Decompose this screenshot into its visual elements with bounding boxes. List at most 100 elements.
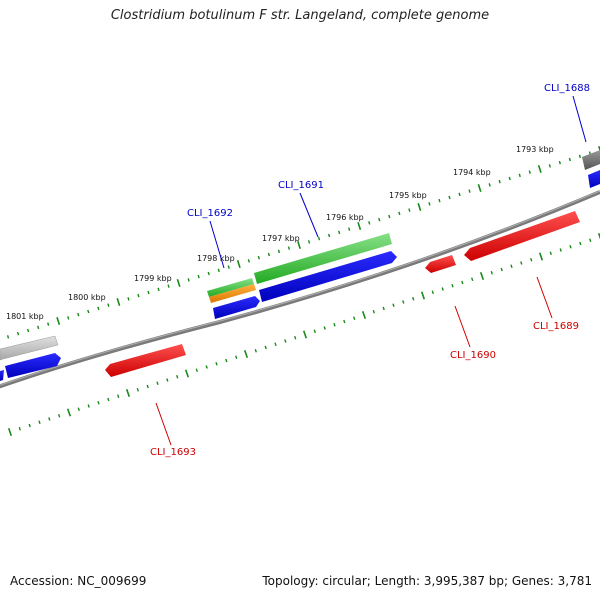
outer-tick: [107, 303, 110, 307]
gene-cds-1688[interactable]: [588, 170, 600, 188]
genome-backbone-highlight: [0, 190, 600, 386]
inner-tick: [382, 306, 385, 311]
outer-tick: [56, 316, 61, 326]
gene-feature-gray-left[interactable]: [0, 335, 59, 361]
inner-tick: [166, 378, 169, 382]
inner-tick: [254, 348, 257, 353]
gene-cds-1689[interactable]: [464, 211, 580, 261]
outer-tick: [408, 208, 411, 212]
inner-tick: [184, 369, 190, 378]
outer-tick: [67, 316, 70, 320]
gene-label-1691[interactable]: CLI_1691: [278, 180, 324, 191]
inner-tick: [589, 238, 592, 243]
kbp-label-1796: 1796 kbp: [326, 213, 364, 222]
outer-tick: [438, 198, 441, 203]
inner-tick: [146, 384, 149, 389]
gene-feature-dark-1688[interactable]: [582, 150, 600, 170]
gene-feature-orange-1692[interactable]: [209, 284, 256, 303]
inner-tick: [530, 257, 533, 262]
inner-tick-row: [7, 232, 600, 437]
inner-tick: [28, 423, 31, 428]
outer-tick: [357, 221, 362, 231]
inner-tick: [215, 361, 218, 366]
outer-tick: [227, 265, 230, 269]
inner-tick: [361, 310, 367, 320]
inner-tick: [479, 271, 485, 281]
inner-tick: [294, 335, 297, 340]
outer-tick: [87, 309, 90, 314]
inner-tick: [176, 374, 179, 379]
gene-feature-green-1692[interactable]: [207, 278, 254, 297]
leader-line-1692: [209, 220, 225, 269]
outer-tick: [458, 192, 461, 197]
inner-tick: [549, 251, 552, 256]
inner-tick: [58, 413, 61, 418]
gene-cds-1690[interactable]: [425, 255, 456, 273]
outer-tick: [518, 173, 521, 178]
inner-tick: [235, 355, 238, 360]
inner-tick: [156, 381, 159, 386]
accession-text: Accession: NC_009699: [10, 574, 147, 588]
inner-tick: [274, 342, 277, 347]
outer-tick: [598, 145, 600, 153]
outer-tick: [558, 160, 561, 165]
outer-tick: [207, 271, 210, 276]
gene-feature-green-1691[interactable]: [254, 233, 392, 284]
inner-tick: [302, 330, 308, 339]
outer-tick: [157, 287, 160, 292]
inner-tick: [38, 420, 41, 425]
outer-tick: [477, 183, 482, 193]
outer-tick: [317, 236, 321, 241]
inner-tick: [569, 244, 572, 249]
outer-tick: [468, 189, 471, 193]
outer-tick: [16, 331, 20, 336]
inner-tick: [205, 365, 208, 369]
kbp-label-1798: 1798 kbp: [197, 254, 235, 263]
leader-line-1693: [155, 402, 172, 446]
outer-tick: [508, 176, 511, 181]
kbp-labels: 1801 kbp 1800 kbp 1799 kbp 1798 kbp 1797…: [6, 145, 554, 321]
inner-tick: [520, 261, 523, 265]
inner-tick: [538, 252, 544, 261]
outer-tick: [277, 249, 281, 254]
gene-label-1692[interactable]: CLI_1692: [187, 208, 233, 219]
inner-tick: [500, 267, 503, 272]
leader-line-1688: [572, 95, 587, 143]
gene-label-1689[interactable]: CLI_1689: [533, 321, 579, 332]
inner-tick: [559, 248, 562, 252]
outer-tick: [137, 293, 140, 298]
gene-label-1690[interactable]: CLI_1690: [450, 350, 496, 361]
outer-tick: [6, 335, 10, 339]
inner-tick: [441, 287, 444, 291]
outer-tick: [348, 227, 351, 231]
gene-cds-1692[interactable]: [213, 296, 260, 319]
inner-tick: [353, 316, 356, 321]
inner-tick: [333, 322, 336, 327]
inner-tick: [392, 303, 395, 308]
outer-tick: [368, 221, 371, 225]
gene-label-1693[interactable]: CLI_1693: [150, 447, 196, 458]
gene-label-1688[interactable]: CLI_1688: [544, 83, 590, 94]
inner-tick: [323, 326, 326, 330]
kbp-label-1799: 1799 kbp: [134, 274, 172, 283]
outer-tick: [247, 259, 250, 263]
inner-tick: [420, 291, 426, 300]
outer-tick: [257, 255, 260, 260]
inner-tick: [372, 309, 375, 314]
kbp-label-1793: 1793 kbp: [516, 145, 554, 154]
outer-tick: [338, 230, 341, 235]
leader-line-1690: [454, 305, 471, 348]
outer-tick: [167, 284, 170, 288]
inner-tick: [243, 349, 249, 359]
kbp-label-1800: 1800 kbp: [68, 293, 106, 302]
kbp-label-1794: 1794 kbp: [453, 168, 491, 177]
gene-feature-blue-left[interactable]: [5, 353, 61, 378]
gene-feature-blue-edge[interactable]: [0, 370, 4, 381]
inner-tick: [195, 368, 198, 373]
outer-tick: [327, 233, 331, 238]
gene-cds-1693[interactable]: [105, 344, 186, 377]
outer-tick: [398, 211, 401, 216]
gene-cds-1691[interactable]: [259, 251, 397, 302]
outer-tick: [116, 297, 121, 307]
